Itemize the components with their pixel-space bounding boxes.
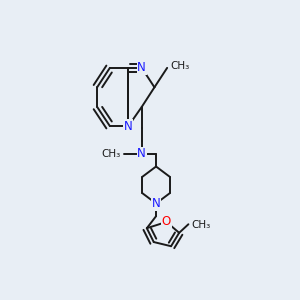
Text: N: N	[137, 147, 146, 160]
Text: N: N	[152, 197, 161, 210]
Text: O: O	[162, 215, 171, 229]
Text: CH₃: CH₃	[191, 220, 210, 230]
Text: CH₃: CH₃	[102, 149, 121, 159]
Text: CH₃: CH₃	[171, 61, 190, 71]
Text: N: N	[137, 61, 146, 74]
Text: N: N	[124, 120, 133, 133]
